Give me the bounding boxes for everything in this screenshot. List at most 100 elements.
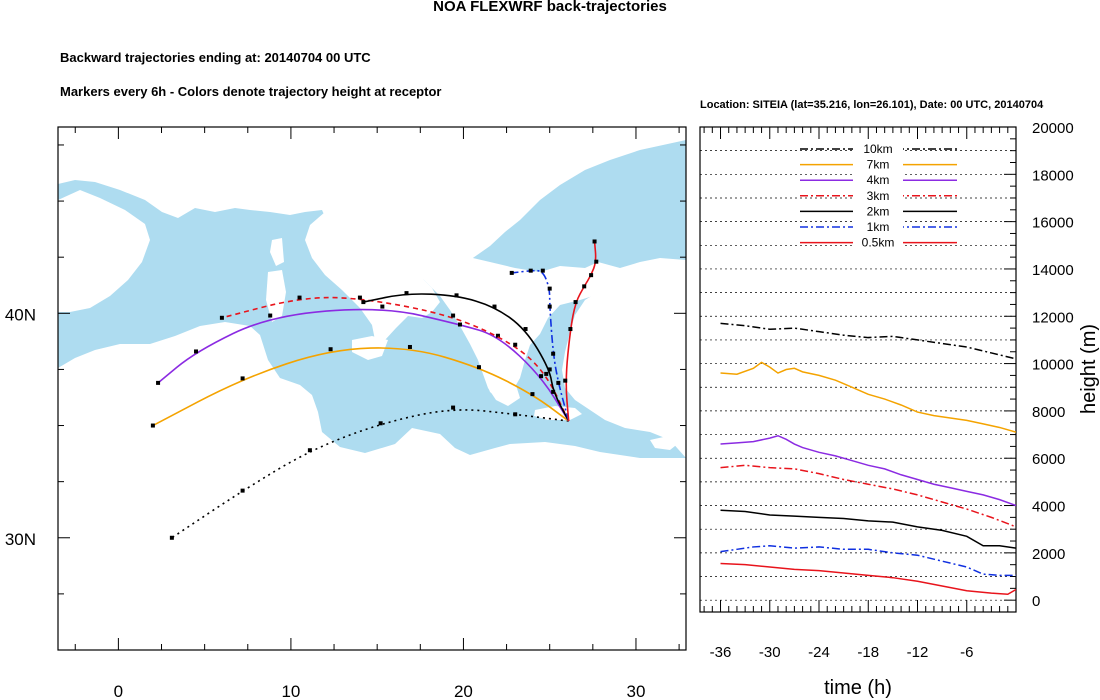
legend-label-3km: 3km bbox=[867, 189, 890, 203]
time-tick-label: -30 bbox=[759, 644, 781, 661]
trajectory-marker-4km bbox=[380, 304, 385, 309]
map-frame bbox=[57, 126, 687, 651]
trajectory-marker-0.5km bbox=[573, 300, 578, 305]
height-axis-ticks bbox=[703, 126, 1017, 612]
time-tick-label: -12 bbox=[907, 644, 929, 661]
land-masses bbox=[58, 127, 686, 650]
map-x-tick-label: 20 bbox=[454, 682, 473, 700]
trajectory-marker-10km bbox=[307, 448, 312, 453]
height-tick-label: 20000 bbox=[1032, 120, 1074, 137]
trajectory-marker-2km bbox=[454, 293, 459, 298]
trajectory-marker-0.5km bbox=[592, 239, 597, 244]
trajectory-marker-0.5km bbox=[582, 284, 587, 289]
trajectory-marker-2km bbox=[551, 389, 556, 394]
trajectory-marker-1km bbox=[551, 351, 556, 356]
trajectory-marker-4km bbox=[495, 333, 500, 338]
trajectory-3km bbox=[221, 296, 570, 422]
trajectory-marker-3km bbox=[544, 371, 549, 376]
height-panel-title: Location: SITEIA (lat=35.216, lon=26.101… bbox=[700, 99, 1044, 111]
trajectory-marker-4km bbox=[194, 349, 199, 354]
trajectory-2km bbox=[363, 293, 570, 422]
trajectory-marker-1km bbox=[509, 270, 514, 275]
trajectory-marker-10km bbox=[240, 488, 245, 493]
trajectory-marker-10km bbox=[513, 412, 518, 417]
height-line-1km bbox=[720, 545, 1016, 577]
y-axis-label: height (m) bbox=[1078, 324, 1100, 414]
trajectory-marker-10km bbox=[378, 421, 383, 426]
map-x-tick-label: 30 bbox=[627, 682, 646, 700]
trajectory-marker-3km bbox=[451, 313, 456, 318]
subtitle-end-time: Backward trajectories ending at: 2014070… bbox=[60, 50, 371, 65]
legend-label-4km: 4km bbox=[867, 173, 890, 187]
trajectory-marker-0.5km bbox=[589, 273, 594, 278]
height-axis-tick-labels: -36 -30 -24 -18 -12 -620000180001600014000120… bbox=[710, 120, 1074, 661]
trajectory-marker-3km bbox=[219, 315, 224, 320]
height-tick-label: 10000 bbox=[1032, 357, 1074, 374]
time-tick-label: -6 bbox=[960, 644, 973, 661]
legend-label-bg bbox=[853, 220, 903, 233]
height-tick-label: 14000 bbox=[1032, 262, 1074, 279]
trajectory-marker-2km bbox=[523, 327, 528, 332]
x-axis-label: time (h) bbox=[824, 677, 892, 699]
trajectory-marker-7km bbox=[407, 344, 412, 349]
trajectory-lines bbox=[150, 239, 599, 540]
trajectory-marker-3km bbox=[357, 295, 362, 300]
height-line-0.5km bbox=[720, 562, 1016, 596]
height-tick-label: 12000 bbox=[1032, 309, 1074, 326]
time-tick-label: -18 bbox=[857, 644, 879, 661]
legend-label-bg bbox=[853, 188, 903, 202]
trajectory-marker-1km bbox=[556, 380, 561, 385]
trajectory-marker-3km bbox=[297, 295, 302, 300]
trajectory-10km bbox=[171, 409, 569, 539]
map-y-tick-label: 30N bbox=[5, 530, 36, 549]
legend-label-0.5km: 0.5km bbox=[862, 236, 895, 250]
trajectory-marker-1km bbox=[547, 304, 552, 309]
trajectory-marker-4km bbox=[457, 322, 462, 327]
trajectory-marker-4km bbox=[539, 374, 544, 379]
height-line-4km bbox=[720, 434, 1016, 507]
height-tick-label: 16000 bbox=[1032, 215, 1074, 232]
map-axis-tick-labels: 0 10 20 30 40N 30N bbox=[5, 305, 646, 700]
height-tick-label: 8000 bbox=[1032, 404, 1065, 421]
time-tick-label: -36 bbox=[710, 644, 732, 661]
trajectory-marker-10km bbox=[169, 535, 174, 540]
trajectory-marker-7km bbox=[328, 347, 333, 352]
height-tick-label: 6000 bbox=[1032, 451, 1065, 468]
height-tick-label: 18000 bbox=[1032, 167, 1074, 184]
height-line-7km bbox=[720, 361, 1016, 433]
legend-label-2km: 2km bbox=[867, 204, 890, 218]
map-axis-ticks bbox=[58, 127, 686, 651]
trajectory-marker-2km bbox=[361, 300, 366, 305]
legend-label-10km: 10km bbox=[863, 142, 892, 156]
height-tick-label: 2000 bbox=[1032, 546, 1065, 563]
height-line-2km bbox=[720, 509, 1016, 549]
trajectory-marker-0.5km bbox=[594, 259, 599, 264]
trajectory-marker-2km bbox=[492, 304, 497, 309]
height-tick-label: 0 bbox=[1032, 593, 1040, 610]
trajectory-marker-3km bbox=[513, 342, 518, 347]
height-series-lines bbox=[720, 322, 1016, 596]
height-line-3km bbox=[720, 464, 1016, 528]
trajectory-marker-0.5km bbox=[563, 378, 568, 383]
subtitle-markers-note: Markers every 6h - Colors denote traject… bbox=[60, 84, 442, 99]
trajectory-marker-4km bbox=[268, 313, 273, 318]
legend-label-bg bbox=[853, 173, 903, 187]
trajectory-marker-2km bbox=[547, 367, 552, 372]
trajectory-marker-7km bbox=[530, 392, 535, 397]
legend-label-bg bbox=[853, 204, 903, 218]
height-panel-frame bbox=[699, 126, 1017, 613]
trajectory-marker-4km bbox=[156, 380, 161, 385]
map-x-tick-label: 0 bbox=[114, 682, 123, 700]
trajectory-marker-7km bbox=[476, 365, 481, 370]
height-tick-label: 4000 bbox=[1032, 499, 1065, 516]
legend-label-bg bbox=[853, 235, 903, 249]
legend-label-7km: 7km bbox=[867, 158, 890, 172]
trajectory-7km bbox=[152, 347, 570, 427]
trajectory-marker-1km bbox=[528, 268, 533, 273]
map-panel: 0 10 20 30 40N 30N bbox=[5, 126, 687, 700]
map-y-tick-label: 40N bbox=[5, 305, 36, 324]
trajectory-4km bbox=[157, 308, 570, 422]
trajectory-marker-7km bbox=[150, 423, 155, 428]
